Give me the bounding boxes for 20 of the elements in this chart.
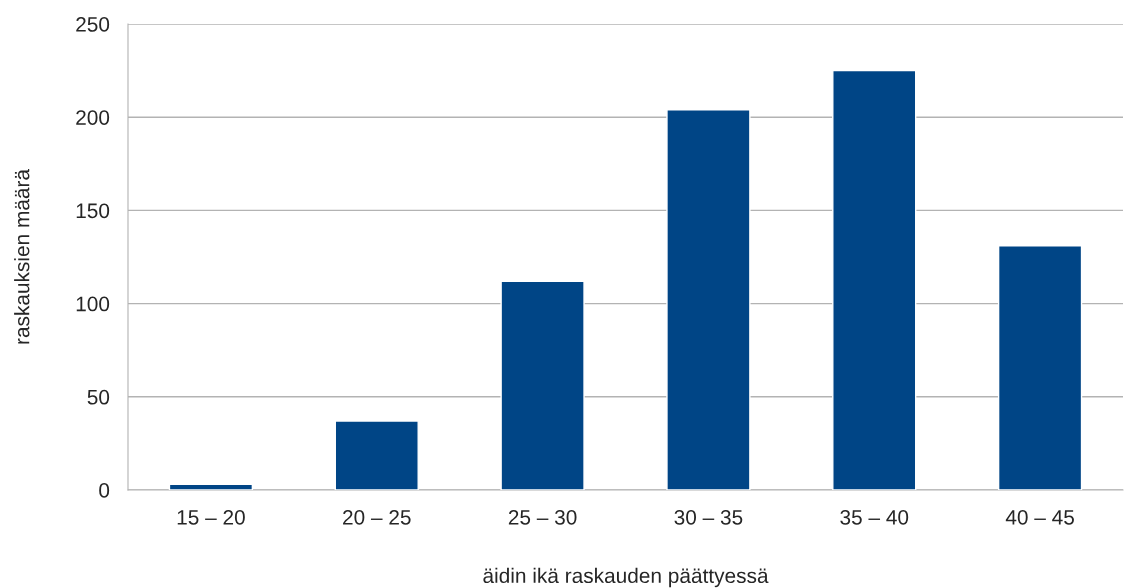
x-axis-title: äidin ikä raskauden päättyessä (483, 567, 769, 588)
y-tick-label: 200 (76, 110, 110, 125)
bar (832, 69, 917, 490)
bar (666, 109, 751, 490)
x-tick-label: 20 – 25 (343, 509, 411, 525)
x-tick-label: 25 – 30 (508, 509, 577, 525)
bar (334, 420, 419, 490)
y-tick-label: 0 (99, 483, 110, 498)
y-axis-title: raskauksien määrä (14, 168, 30, 344)
y-tick-label: 100 (76, 296, 110, 312)
y-tick-label: 150 (76, 203, 110, 219)
x-tick-label: 30 – 35 (674, 509, 743, 525)
bar (500, 280, 585, 490)
x-tick-label: 15 – 20 (177, 509, 245, 525)
bar (168, 483, 254, 490)
y-tick-label: 50 (87, 389, 110, 405)
x-tick-label: 40 – 45 (1005, 509, 1074, 525)
x-tick-label: 35 – 40 (840, 509, 909, 525)
bar (997, 245, 1083, 490)
y-tick-label: 250 (76, 17, 110, 32)
